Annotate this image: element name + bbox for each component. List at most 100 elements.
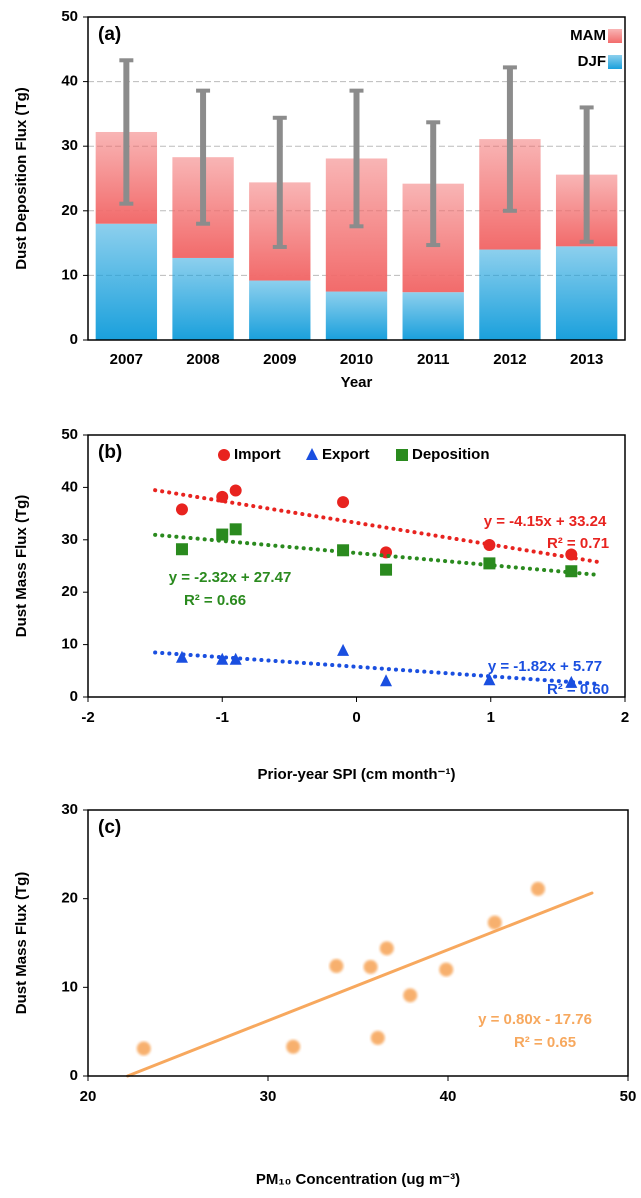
panel: 0 10 20 30 Dust Mass Flux (Tg) PM₁₀ Concentra…: [13, 801, 636, 1188]
x-tick-label: 30: [260, 1088, 277, 1105]
marker: [337, 544, 350, 557]
x-tick-label: 2011: [417, 351, 450, 368]
panel-label: (c): [98, 817, 121, 838]
legend-marker: [218, 449, 230, 461]
marker: [380, 674, 393, 687]
legend-swatch: [608, 29, 622, 43]
marker: [487, 915, 502, 930]
panel: 0 10 20 30 40 50 Dust Mass Flux (Tg) Prior-year…: [13, 426, 629, 783]
x-tick-label: 20: [80, 1088, 97, 1105]
marker: [175, 543, 188, 556]
y-tick-label: 40: [61, 73, 78, 90]
marker: [229, 484, 242, 497]
y-tick-label: 0: [70, 331, 78, 348]
marker: [175, 503, 188, 516]
marker: [565, 565, 578, 578]
trend-r2: R² = 0.66: [184, 592, 246, 609]
y-tick-label: 10: [61, 636, 78, 653]
plot-frame: [87, 809, 629, 1077]
marker: [379, 941, 394, 956]
y-tick-label: 20: [61, 583, 78, 600]
x-axis-label: PM₁₀ Concentration (ug m⁻³): [256, 1171, 460, 1188]
legend-label: Import: [234, 446, 281, 463]
y-axis-label: Dust Mass Flux (Tg): [13, 495, 30, 638]
marker: [329, 959, 344, 974]
bar-segment: [402, 292, 464, 340]
y-axis-label: Dust Mass Flux (Tg): [13, 872, 30, 1015]
trend-line: [126, 891, 594, 1078]
trend-r2: R² = 0.60: [547, 681, 609, 698]
y-tick-label: 20: [61, 202, 78, 219]
marker: [216, 528, 229, 541]
x-tick-label: 2009: [263, 351, 296, 368]
bar-segment: [249, 280, 311, 340]
y-tick-label: 30: [61, 531, 78, 548]
legend-label: DJF: [578, 53, 606, 70]
y-tick-label: 50: [61, 426, 78, 443]
bar-segment: [172, 257, 234, 340]
x-tick-label: -2: [81, 709, 94, 726]
y-tick-label: 20: [61, 890, 78, 907]
x-tick-label: 2: [621, 709, 629, 726]
marker: [483, 673, 496, 686]
legend-swatch: [608, 55, 622, 69]
y-tick-label: 30: [61, 137, 78, 154]
x-tick-label: 2008: [186, 351, 219, 368]
x-tick-label: 2013: [570, 351, 603, 368]
x-tick-label: -1: [216, 709, 229, 726]
marker: [229, 523, 242, 536]
x-tick-label: 2012: [493, 351, 526, 368]
trend-line: [153, 532, 601, 577]
legend-label: Export: [322, 446, 370, 463]
trend-equation: y = -2.32x + 27.47: [169, 569, 292, 586]
trend-r2: R² = 0.65: [514, 1034, 576, 1051]
marker: [216, 652, 229, 665]
y-tick-label: 30: [61, 801, 78, 818]
marker: [439, 962, 454, 977]
trend-r2: R² = 0.71: [547, 535, 609, 552]
bar-segment: [325, 291, 388, 340]
y-tick-label: 50: [61, 8, 78, 25]
trend-line: [153, 650, 601, 686]
y-axis-label: Dust Deposition Flux (Tg): [13, 87, 30, 269]
marker: [370, 1030, 385, 1045]
y-tick-label: 40: [61, 478, 78, 495]
x-tick-label: 0: [352, 709, 360, 726]
legend-label: Deposition: [412, 446, 490, 463]
y-tick-label: 10: [61, 978, 78, 995]
marker: [363, 959, 378, 974]
marker: [216, 490, 229, 503]
panel-label: (b): [98, 442, 122, 463]
marker: [483, 557, 496, 570]
x-tick-label: 50: [620, 1088, 637, 1105]
y-tick-label: 0: [70, 1067, 78, 1084]
trend-equation: y = 0.80x - 17.76: [478, 1011, 592, 1028]
marker: [337, 496, 350, 509]
plot-frame: [87, 434, 626, 698]
marker: [403, 988, 418, 1003]
x-tick-label: 40: [440, 1088, 457, 1105]
legend-label: MAM: [570, 27, 606, 44]
plot-frame: [87, 16, 626, 341]
marker: [380, 563, 393, 576]
marker: [531, 881, 545, 896]
y-tick-label: 10: [61, 266, 78, 283]
marker: [136, 1041, 151, 1056]
bar-segment: [555, 246, 618, 340]
marker: [483, 539, 496, 552]
x-axis-label: Year: [341, 374, 373, 391]
bar-segment: [479, 249, 541, 340]
legend-marker: [306, 448, 318, 460]
trend-equation: y = -1.82x + 5.77: [488, 658, 602, 675]
marker: [337, 643, 350, 656]
legend-marker: [396, 449, 408, 461]
x-tick-label: 2010: [340, 351, 373, 368]
panel: 0 10 20 30 40 50 Dust Deposition Flux (Tg) Year…: [13, 8, 626, 391]
panel-label: (a): [98, 24, 121, 45]
bar-segment: [95, 223, 158, 340]
x-tick-label: 1: [487, 709, 495, 726]
x-axis-label: Prior-year SPI (cm month⁻¹): [258, 766, 456, 783]
trend-equation: y = -4.15x + 33.24: [484, 513, 607, 530]
marker: [565, 675, 578, 688]
marker: [286, 1039, 301, 1054]
